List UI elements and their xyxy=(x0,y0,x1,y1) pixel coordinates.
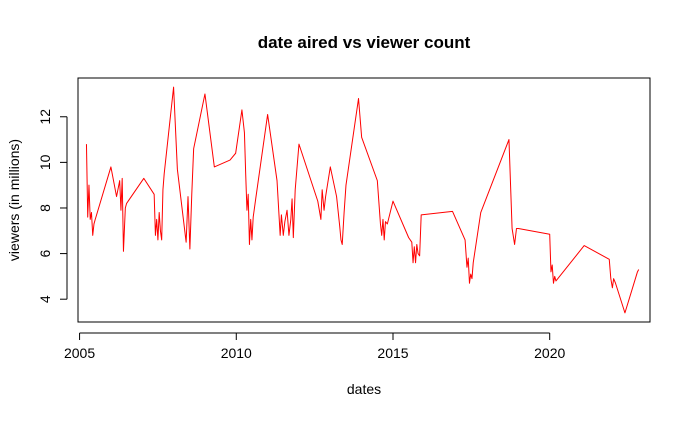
x-tick-label: 2015 xyxy=(377,345,408,361)
x-tick-label: 2010 xyxy=(221,345,252,361)
series-line-viewers xyxy=(85,86,640,314)
y-tick-label: 8 xyxy=(37,204,53,212)
y-axis-label: viewers (in millions) xyxy=(6,139,22,261)
y-tick-label: 12 xyxy=(37,109,53,125)
y-tick-label: 6 xyxy=(37,249,53,257)
plot-area-frame xyxy=(77,77,651,323)
y-axis: 4 6 8 10 12 xyxy=(37,109,68,303)
x-axis-label: dates xyxy=(347,381,381,397)
x-tick-label: 2005 xyxy=(64,345,95,361)
chart-title: date aired vs viewer count xyxy=(258,33,471,52)
y-tick-label: 10 xyxy=(37,154,53,170)
x-tick-label: 2020 xyxy=(534,345,565,361)
x-axis: 2005 2010 2015 2020 xyxy=(64,332,565,361)
y-tick-label: 4 xyxy=(37,295,53,303)
